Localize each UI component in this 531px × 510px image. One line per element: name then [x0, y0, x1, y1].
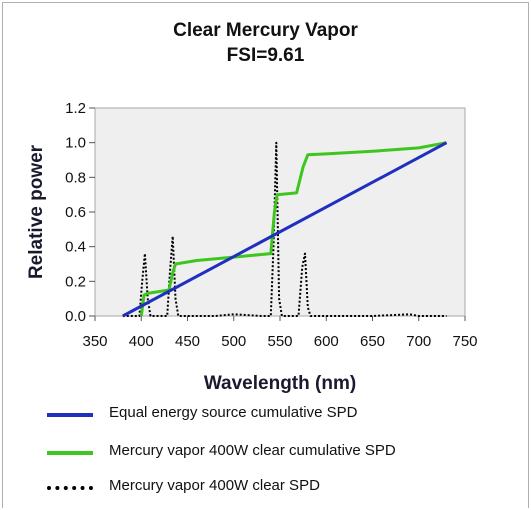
plot-area [94, 107, 466, 317]
y-tick-label: 1.0 [65, 135, 86, 152]
x-tick-label: 700 [406, 333, 431, 350]
x-tick-label: 750 [452, 333, 477, 350]
x-tick-label: 400 [129, 333, 154, 350]
series-layer [122, 141, 448, 318]
x-tick-label: 350 [82, 333, 107, 350]
x-tick-label: 600 [314, 333, 339, 350]
y-tick-label: 0.4 [65, 239, 86, 256]
y-tick-label: 0.8 [65, 169, 86, 186]
y-tick-label: 0.0 [65, 308, 86, 325]
x-tick-label: 550 [267, 333, 292, 350]
y-axis-label: Relative power [26, 144, 47, 279]
x-tick-label: 650 [360, 333, 385, 350]
series-line-0 [122, 141, 448, 318]
series-line-2 [122, 141, 447, 317]
y-tick-label: 0.2 [65, 273, 86, 290]
chart-subtitle: FSI=9.61 [226, 45, 305, 66]
x-tick-label: 450 [175, 333, 200, 350]
chart-title: Clear Mercury Vapor [173, 20, 358, 41]
x-axis-label: Wavelength (nm) [204, 373, 356, 394]
x-tick-label: 500 [221, 333, 246, 350]
y-axis: 0.0 0.2 0.4 0.6 0.8 1.0 1.2 [65, 100, 95, 325]
y-tick-label: 0.6 [65, 204, 86, 221]
y-tick-label: 1.2 [65, 100, 86, 117]
series-line-1 [139, 141, 447, 317]
x-axis: 350 400 450 500 550 600 650 700 750 [82, 316, 478, 350]
